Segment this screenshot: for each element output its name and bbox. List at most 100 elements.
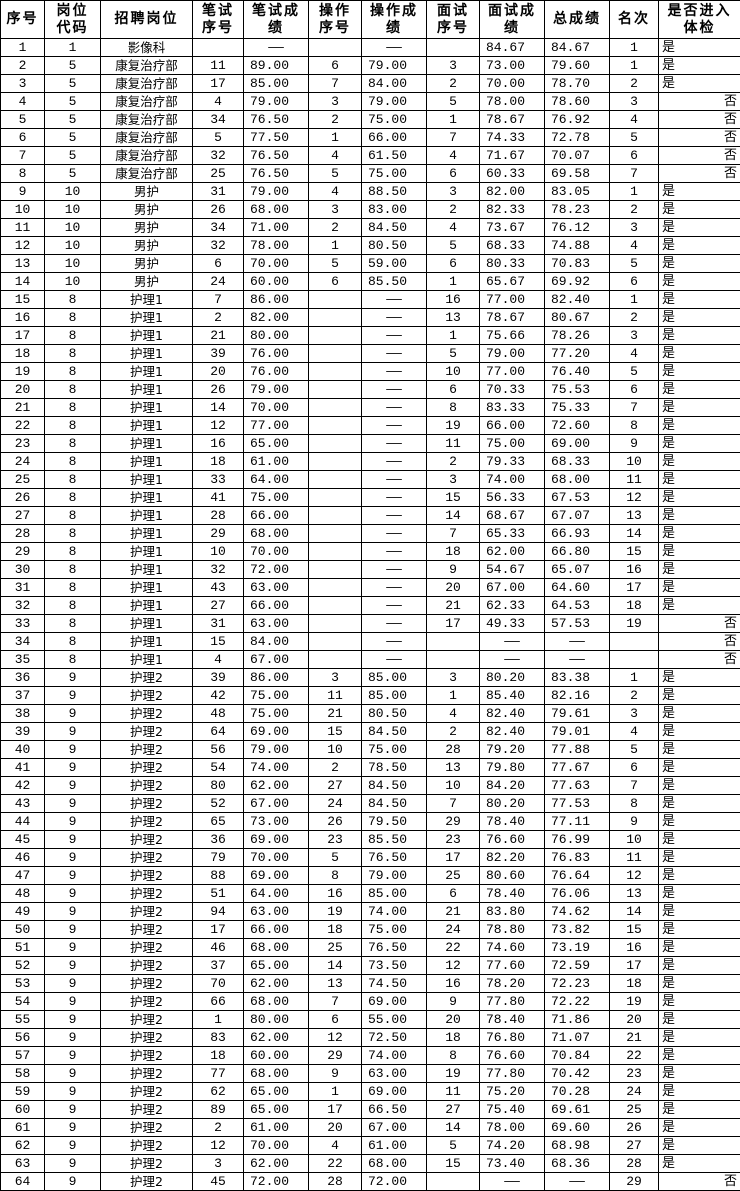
- table-row: 28 8 护理1 29 68.00 —— 7 65.33 66.93 14 是: [0, 524, 740, 543]
- cell-seq: 14: [0, 272, 45, 291]
- cell-operation-score: 80.50: [361, 236, 427, 255]
- cell-physical-exam: 是: [658, 272, 740, 291]
- cell-post-code: 9: [44, 1136, 101, 1155]
- cell-seq: 27: [0, 506, 45, 525]
- cell-rank: 2: [609, 308, 659, 327]
- cell-post: 男护: [100, 236, 193, 255]
- cell-post: 护理2: [100, 1118, 193, 1137]
- cell-operation-score: ——: [361, 560, 427, 579]
- table-row: 30 8 护理1 32 72.00 —— 9 54.67 65.07 16 是: [0, 560, 740, 579]
- cell-rank: [609, 632, 659, 651]
- cell-written-no: 18: [192, 1046, 244, 1065]
- cell-operation-score: 85.00: [361, 884, 427, 903]
- cell-operation-no: 15: [308, 722, 362, 741]
- table-row: 54 9 护理2 66 68.00 7 69.00 9 77.80 72.22 19 是: [0, 992, 740, 1011]
- table-row: 36 9 护理2 39 86.00 3 85.00 3 80.20 83.38 1 是: [0, 668, 740, 687]
- column-header-written-no: 笔试 序号: [192, 0, 244, 39]
- cell-total-score: 70.84: [544, 1046, 610, 1065]
- cell-post: 护理1: [100, 506, 193, 525]
- cell-seq: 15: [0, 290, 45, 309]
- cell-written-score: 75.00: [243, 686, 309, 705]
- cell-post: 护理2: [100, 938, 193, 957]
- cell-post-code: 9: [44, 974, 101, 993]
- cell-written-score: ——: [243, 38, 309, 57]
- cell-total-score: 75.53: [544, 380, 610, 399]
- cell-rank: 19: [609, 992, 659, 1011]
- cell-physical-exam: 是: [658, 218, 740, 237]
- cell-physical-exam: 是: [658, 344, 740, 363]
- cell-written-no: 52: [192, 794, 244, 813]
- cell-post-code: 5: [44, 128, 101, 147]
- cell-physical-exam: 是: [658, 308, 740, 327]
- cell-operation-score: ——: [361, 488, 427, 507]
- cell-written-score: 70.00: [243, 254, 309, 273]
- cell-rank: 13: [609, 884, 659, 903]
- cell-rank: 16: [609, 938, 659, 957]
- cell-written-no: 79: [192, 848, 244, 867]
- cell-physical-exam: 是: [658, 1028, 740, 1047]
- cell-interview-score: 78.40: [479, 1010, 545, 1029]
- cell-operation-no: 10: [308, 740, 362, 759]
- cell-rank: 17: [609, 956, 659, 975]
- cell-total-score: 77.53: [544, 794, 610, 813]
- cell-rank: 10: [609, 452, 659, 471]
- cell-interview-score: 83.80: [479, 902, 545, 921]
- cell-interview-score: 70.33: [479, 380, 545, 399]
- cell-post: 护理1: [100, 578, 193, 597]
- cell-interview-score: 71.67: [479, 146, 545, 165]
- column-header-total-score: 总成绩: [544, 0, 610, 39]
- cell-operation-no: 2: [308, 218, 362, 237]
- cell-post: 康复治疗部: [100, 164, 193, 183]
- cell-post: 护理2: [100, 704, 193, 723]
- cell-operation-score: 75.00: [361, 110, 427, 129]
- cell-total-score: 76.40: [544, 362, 610, 381]
- cell-total-score: 77.88: [544, 740, 610, 759]
- cell-total-score: 71.86: [544, 1010, 610, 1029]
- cell-physical-exam: 否: [658, 632, 740, 651]
- cell-total-score: 78.26: [544, 326, 610, 345]
- cell-operation-score: ——: [361, 506, 427, 525]
- cell-post: 护理1: [100, 614, 193, 633]
- cell-post-code: 9: [44, 1154, 101, 1173]
- cell-written-no: 4: [192, 92, 244, 111]
- cell-written-score: 66.00: [243, 920, 309, 939]
- cell-seq: 11: [0, 218, 45, 237]
- cell-interview-score: 82.20: [479, 848, 545, 867]
- cell-total-score: 73.19: [544, 938, 610, 957]
- cell-post: 护理1: [100, 308, 193, 327]
- cell-written-no: 11: [192, 56, 244, 75]
- cell-total-score: 73.82: [544, 920, 610, 939]
- cell-operation-no: 3: [308, 92, 362, 111]
- cell-post-code: 9: [44, 794, 101, 813]
- cell-written-score: 86.00: [243, 668, 309, 687]
- cell-seq: 52: [0, 956, 45, 975]
- cell-interview-no: 4: [426, 146, 480, 165]
- cell-written-score: 67.00: [243, 794, 309, 813]
- cell-operation-no: 5: [308, 164, 362, 183]
- cell-interview-no: 2: [426, 74, 480, 93]
- cell-interview-no: 27: [426, 1100, 480, 1119]
- cell-total-score: 79.01: [544, 722, 610, 741]
- cell-post: 康复治疗部: [100, 128, 193, 147]
- cell-written-no: 29: [192, 524, 244, 543]
- table-row: 35 8 护理1 4 67.00 —— —— —— 否: [0, 650, 740, 669]
- cell-physical-exam: 是: [658, 740, 740, 759]
- table-row: 45 9 护理2 36 69.00 23 85.50 23 76.60 76.99 10 是: [0, 830, 740, 849]
- cell-written-no: 62: [192, 1082, 244, 1101]
- cell-written-no: 18: [192, 452, 244, 471]
- cell-written-score: 75.00: [243, 704, 309, 723]
- cell-rank: 1: [609, 38, 659, 57]
- cell-post-code: 9: [44, 812, 101, 831]
- cell-operation-score: ——: [361, 470, 427, 489]
- cell-post-code: 8: [44, 434, 101, 453]
- cell-interview-no: 18: [426, 1028, 480, 1047]
- cell-operation-score: 79.50: [361, 812, 427, 831]
- cell-post: 护理2: [100, 848, 193, 867]
- cell-seq: 10: [0, 200, 45, 219]
- cell-interview-no: 6: [426, 884, 480, 903]
- cell-operation-no: 14: [308, 956, 362, 975]
- cell-seq: 17: [0, 326, 45, 345]
- cell-total-score: 68.98: [544, 1136, 610, 1155]
- table-row: 37 9 护理2 42 75.00 11 85.00 1 85.40 82.16 2 是: [0, 686, 740, 705]
- cell-seq: 8: [0, 164, 45, 183]
